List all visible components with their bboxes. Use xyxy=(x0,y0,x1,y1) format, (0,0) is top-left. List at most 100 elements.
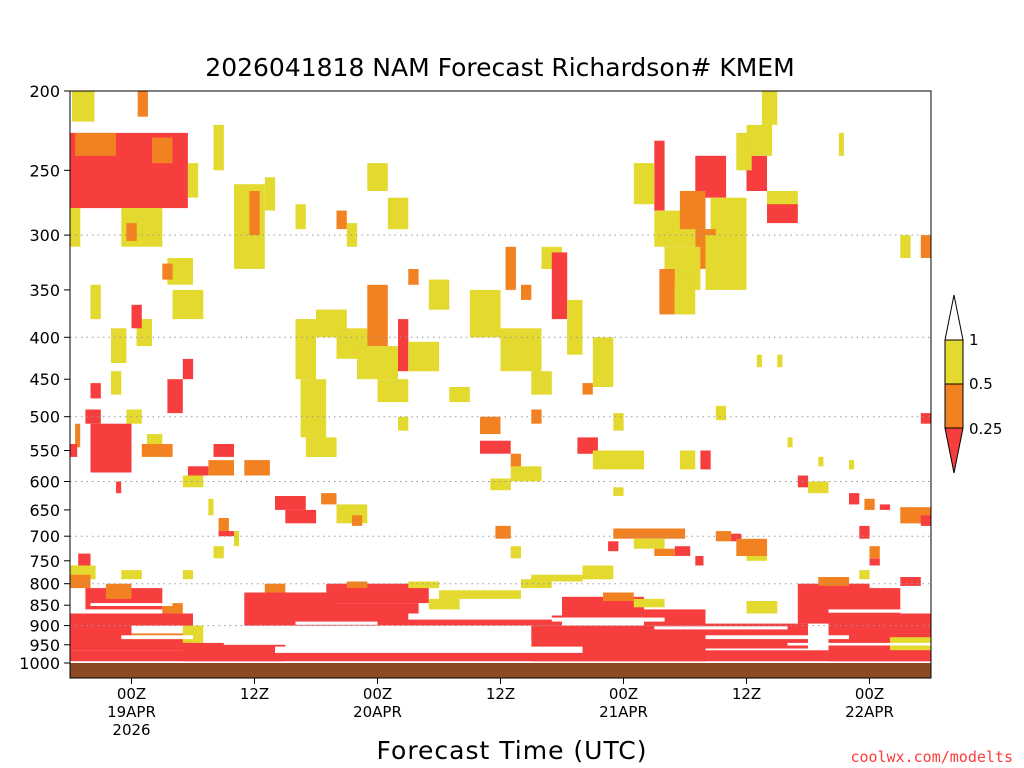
ri-region-97 xyxy=(613,487,624,496)
ri-region-35 xyxy=(146,434,163,444)
y-tick-450: 450 xyxy=(29,370,60,389)
ri-region-101 xyxy=(633,163,655,205)
ri-region-160 xyxy=(418,615,562,626)
ri-region-99 xyxy=(679,450,696,470)
ri-region-142 xyxy=(182,570,194,580)
ri-region-39 xyxy=(244,460,270,476)
ri-region-131 xyxy=(859,525,870,539)
ri-region-117 xyxy=(838,132,844,156)
ri-region-63 xyxy=(398,416,409,431)
ri-region-133 xyxy=(869,558,880,566)
chart-title: 2026041818 NAM Forecast Richardson# KMEM xyxy=(205,53,794,82)
ri-region-71 xyxy=(567,299,583,355)
ri-region-167 xyxy=(746,601,778,614)
x-tick-label-0-2: 2026 xyxy=(112,721,150,739)
ri-region-125 xyxy=(849,460,855,470)
ri-region-38 xyxy=(208,460,234,476)
ri-region-56 xyxy=(357,346,398,380)
ri-region-116 xyxy=(736,132,752,171)
x-tick-label-0-1: 19APR xyxy=(107,703,156,721)
ri-region-34 xyxy=(141,444,173,457)
legend-swatch-red xyxy=(944,427,964,474)
ri-region-94 xyxy=(695,556,704,566)
x-tick-label-6-1: 22APR xyxy=(845,703,894,721)
stable-band-9 xyxy=(295,621,378,625)
ri-region-81 xyxy=(582,383,593,395)
ri-region-109 xyxy=(674,279,696,315)
ri-region-138 xyxy=(218,531,234,537)
ri-region-126 xyxy=(849,493,860,505)
y-tick-800: 800 xyxy=(29,575,60,594)
ri-region-90 xyxy=(731,533,742,542)
ri-region-52 xyxy=(300,379,327,438)
ri-region-13 xyxy=(295,204,306,230)
stable-band-2 xyxy=(223,639,532,645)
y-tick-850: 850 xyxy=(29,596,60,615)
x-axis-label: Forecast Time (UTC) xyxy=(377,736,648,765)
ri-region-159 xyxy=(428,598,460,610)
x-tick-label-1-0: 12Z xyxy=(240,685,269,703)
y-tick-1000: 1000 xyxy=(19,654,60,673)
ri-region-53 xyxy=(305,437,337,457)
stable-band-4 xyxy=(408,613,552,620)
ri-region-152 xyxy=(264,583,286,593)
ri-region-46 xyxy=(285,509,317,524)
ri-region-37 xyxy=(213,444,234,457)
y-axis: 200 250 300 350 400 450 500 550 600 650 700 750 800 8… xyxy=(19,82,70,673)
ri-region-96 xyxy=(582,565,614,580)
ri-region-158 xyxy=(521,579,552,589)
ri-region-134 xyxy=(920,413,932,424)
ri-region-92 xyxy=(746,556,767,561)
ri-region-156 xyxy=(408,581,440,589)
ri-region-16 xyxy=(336,210,347,230)
ri-region-128 xyxy=(879,504,891,510)
ri-region-25 xyxy=(182,358,194,380)
ri-region-15 xyxy=(387,197,409,230)
ri-region-141 xyxy=(121,570,142,580)
ri-region-64 xyxy=(469,289,501,338)
ri-region-165 xyxy=(633,598,665,608)
ri-region-104 xyxy=(679,191,706,230)
ri-region-120 xyxy=(715,405,727,421)
legend: 1 0.5 0.25 xyxy=(944,294,1002,474)
y-tick-650: 650 xyxy=(29,501,60,520)
ri-region-3 xyxy=(75,132,117,156)
ri-region-32 xyxy=(75,423,81,448)
ri-region-82 xyxy=(613,413,624,431)
ri-region-80 xyxy=(592,450,645,470)
ri-region-24 xyxy=(111,328,127,363)
x-tick-label-3-0: 12Z xyxy=(486,685,515,703)
ri-region-22 xyxy=(90,284,101,320)
ri-region-118 xyxy=(756,354,762,368)
ri-region-14 xyxy=(367,163,388,191)
ri-region-136 xyxy=(900,235,911,258)
stable-band-1 xyxy=(203,629,481,638)
ri-region-19 xyxy=(172,289,204,320)
stable-band-5 xyxy=(551,617,665,622)
y-tick-950: 950 xyxy=(29,636,60,655)
ri-region-62 xyxy=(449,387,470,403)
ri-region-6 xyxy=(70,208,81,247)
ri-region-175 xyxy=(70,650,931,662)
ri-region-108 xyxy=(659,269,675,315)
ri-region-70 xyxy=(551,252,568,320)
ri-region-0 xyxy=(72,91,95,122)
ri-region-93 xyxy=(674,546,691,556)
x-tick-label-2-0: 00Z xyxy=(363,685,392,703)
legend-label-1: 0.5 xyxy=(969,375,993,393)
y-tick-600: 600 xyxy=(29,473,60,492)
ri-region-58 xyxy=(398,319,409,372)
ri-region-88 xyxy=(654,548,675,556)
stable-band-6 xyxy=(654,626,788,630)
ri-region-119 xyxy=(777,354,783,368)
legend-label-2: 0.25 xyxy=(969,420,1002,438)
ri-region-72 xyxy=(592,337,614,387)
ri-region-95 xyxy=(531,574,583,582)
ri-region-161 xyxy=(562,596,644,618)
legend-label-0: 1 xyxy=(969,331,979,349)
ri-region-68 xyxy=(531,371,552,395)
ri-region-20 xyxy=(162,263,173,280)
ri-region-44 xyxy=(234,531,240,547)
ri-region-73 xyxy=(480,416,501,434)
stable-band-0 xyxy=(131,625,183,634)
